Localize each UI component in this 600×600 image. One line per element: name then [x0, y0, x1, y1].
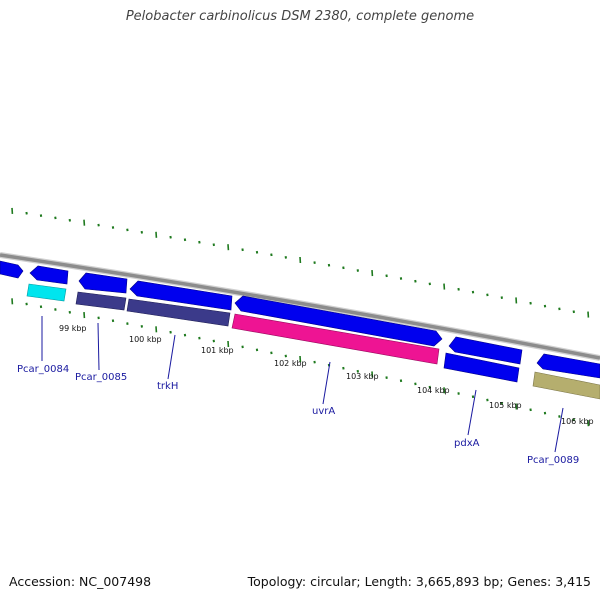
cds-arrow-0083[interactable] [0, 260, 24, 279]
leader-line-uvra [322, 361, 331, 405]
gene-labels: Pcar_0084 Pcar_0085 trkH uvrA pdxA Pcar_… [17, 364, 579, 466]
outer-ruler-ticks [11, 207, 590, 318]
tick-label: 100 kbp [129, 335, 162, 344]
leader-line-trkh [167, 334, 176, 380]
gene-label-pdxa[interactable]: pdxA [454, 438, 480, 449]
cds-arrow-pdxa[interactable] [448, 336, 523, 365]
accession-text: Accession: NC_007498 [9, 574, 152, 589]
cog-row [26, 283, 600, 400]
map-title: Pelobacter carbinolicus DSM 2380, comple… [125, 9, 475, 24]
cog-block-uvra[interactable] [231, 313, 440, 365]
cog-block-pcar-0089[interactable] [532, 371, 600, 400]
gene-label-leaders [41, 316, 564, 453]
genome-summary-text: Topology: circular; Length: 3,665,893 bp… [247, 574, 591, 589]
cds-arrow-pcar-0084[interactable] [29, 265, 69, 285]
cog-block-pcar-0084[interactable] [26, 283, 67, 302]
tick-label: 99 kbp [59, 324, 87, 333]
leader-line-pcar-0085 [97, 322, 100, 371]
tick-label: 105 kbp [489, 401, 522, 410]
gene-label-trkh[interactable]: trkH [157, 381, 178, 392]
leader-line-pdxa [467, 389, 477, 436]
gene-label-pcar-0084[interactable]: Pcar_0084 [17, 364, 69, 375]
cds-arrow-pcar-0089[interactable] [536, 353, 600, 379]
cds-row [0, 260, 600, 379]
cds-arrow-uvra[interactable] [234, 295, 443, 347]
tick-label: 104 kbp [417, 386, 450, 395]
gene-label-uvra[interactable]: uvrA [312, 406, 335, 417]
tick-label: 106 kbp [561, 417, 594, 426]
tick-label: 101 kbp [201, 346, 234, 355]
cog-block-trkh[interactable] [126, 298, 231, 327]
tick-label: 103 kbp [346, 372, 379, 381]
cds-arrow-trkh[interactable] [129, 280, 233, 311]
tick-label: 102 kbp [274, 359, 307, 368]
gene-label-pcar-0089[interactable]: Pcar_0089 [527, 455, 579, 466]
gene-label-pcar-0085[interactable]: Pcar_0085 [75, 372, 127, 383]
cog-block-pcar-0085[interactable] [75, 291, 127, 311]
tick-labels: 99 kbp 100 kbp 101 kbp 102 kbp 103 kbp 1… [59, 324, 594, 426]
cds-arrow-pcar-0085[interactable] [78, 272, 128, 294]
leader-line-pcar-0089 [554, 407, 564, 453]
cog-block-pdxa[interactable] [443, 352, 520, 383]
genome-backbone-core [0, 253, 600, 360]
inner-ruler-ticks [11, 298, 590, 427]
